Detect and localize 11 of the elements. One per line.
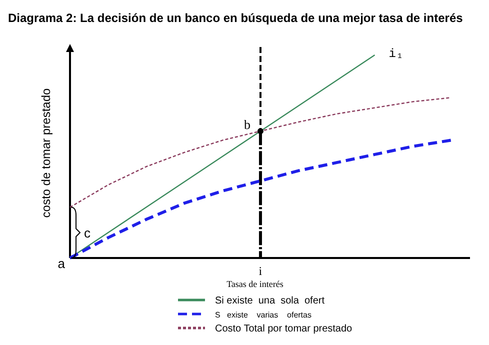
legend-label: Costo Total por tomar prestado — [215, 324, 353, 334]
legend-label: S existe varias ofertas — [215, 310, 312, 320]
annotation: i₁ — [388, 47, 404, 61]
annotation: b — [244, 117, 250, 132]
chart-title: Diagrama 2: La decisión de un banco en búsqueda de una mejor tasa de interés — [8, 11, 464, 25]
y-axis-title: costo de tomar prestado — [39, 88, 53, 218]
x-axis-title: Tasas de interés — [226, 279, 284, 289]
text: a — [58, 256, 66, 271]
legend-label: Si existe una sola ofert — [215, 296, 325, 306]
annotation: c — [84, 226, 91, 241]
text: i — [258, 264, 263, 278]
